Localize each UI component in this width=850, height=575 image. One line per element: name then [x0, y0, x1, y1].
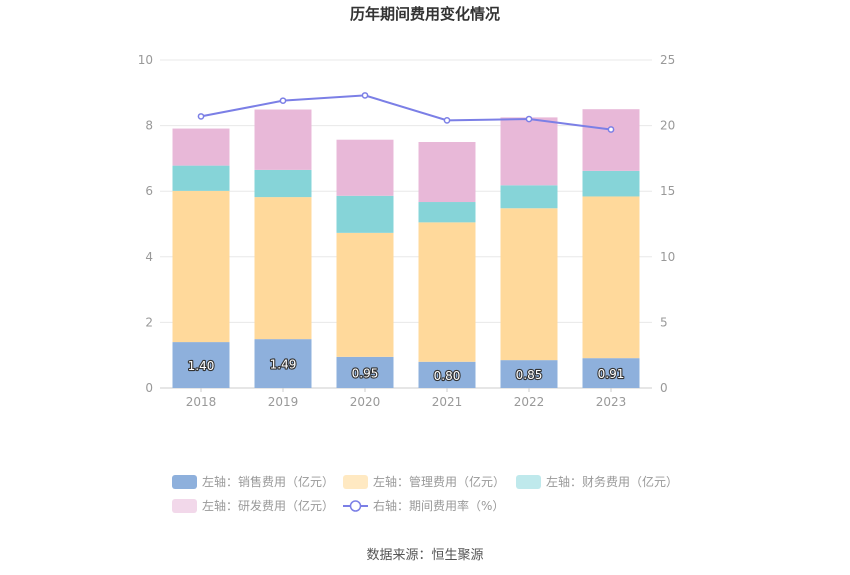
bar-segment-1 [336, 232, 394, 357]
rate-line-path [200, 94, 612, 131]
y-left-tick-label: 4 [145, 250, 153, 264]
y-left-tick-label: 0 [145, 381, 153, 395]
rate-point [443, 117, 451, 124]
bar-segment-2 [500, 185, 558, 209]
bar-data-label: 0.95 [352, 366, 379, 380]
bar-segment-3 [500, 117, 558, 186]
y-right-tick-label: 15 [660, 184, 675, 198]
bar-segment-1 [582, 196, 640, 359]
bar-segment-1 [418, 222, 476, 362]
grid-lines [160, 59, 652, 389]
legend-label: 右轴：期间费用率（%） [373, 498, 504, 513]
bar-segment-3 [582, 109, 640, 171]
bar-segment-0 [500, 360, 558, 388]
y-right-tick-label: 20 [660, 119, 675, 133]
axes: 0 2 4 6 8 10 0 5 10 15 20 25 2018 2019 2020 2021 2022 202… [138, 53, 676, 409]
source-note: 数据来源：恒生聚源 [366, 548, 483, 563]
x-tick-label: 2022 [514, 395, 545, 409]
bar-segment-1 [500, 208, 558, 361]
bar-data-label: 0.91 [598, 367, 625, 381]
bar-segment-2 [582, 170, 640, 197]
rate-point [361, 92, 369, 99]
bar-segment-2 [254, 169, 312, 198]
y-left-tick-label: 2 [145, 315, 153, 329]
bar-segment-1 [172, 190, 230, 343]
legend-swatch [172, 499, 197, 513]
legend: 左轴：销售费用（亿元） 左轴：管理费用（亿元） 左轴：财务费用（亿元） 左轴：研发费用… [172, 474, 678, 513]
rate-point [197, 113, 205, 120]
legend-swatch [343, 475, 368, 489]
y-right-tick-label: 25 [660, 53, 675, 67]
y-right-tick-label: 5 [660, 315, 668, 329]
legend-label: 左轴：研发费用（亿元） [202, 498, 334, 513]
bar-segment-0 [172, 342, 230, 388]
bar-segment-3 [418, 142, 476, 203]
x-tick-label: 2020 [350, 395, 381, 409]
bar-segment-0 [418, 361, 476, 388]
bar-data-label: 1.49 [270, 358, 297, 372]
bar-segment-1 [254, 197, 312, 340]
x-tick-label: 2019 [268, 395, 299, 409]
x-tick-label: 2018 [186, 395, 217, 409]
legend-label: 左轴：销售费用（亿元） [202, 474, 334, 489]
y-left-tick-label: 8 [145, 119, 153, 133]
x-tick-label: 2021 [432, 395, 463, 409]
bar-segment-3 [254, 109, 312, 170]
legend-label: 左轴：管理费用（亿元） [373, 474, 505, 489]
legend-label: 左轴：财务费用（亿元） [546, 474, 678, 489]
y-right-tick-label: 0 [660, 381, 668, 395]
bar-segment-2 [172, 165, 230, 191]
bar-segment-0 [336, 356, 394, 388]
bar-segment-3 [336, 139, 394, 196]
bar-labels: 1.40 1.49 0.95 0.80 0.85 0.91 [187, 356, 626, 384]
bar-segment-3 [172, 128, 230, 166]
chart-title: 历年期间费用变化情况 [350, 5, 500, 23]
bar-segment-0 [582, 358, 640, 388]
y-right-tick-label: 10 [660, 250, 675, 264]
rate-point [525, 115, 533, 123]
rate-point [607, 126, 615, 133]
bar-data-label: 0.80 [434, 369, 461, 383]
legend-swatch [172, 475, 197, 489]
legend-circle-marker [349, 500, 362, 512]
rate-point [279, 97, 287, 105]
y-left-tick-label: 6 [145, 184, 153, 198]
x-tick-label: 2023 [596, 395, 627, 409]
bar-data-label: 1.40 [188, 359, 215, 373]
bar-segment-2 [336, 195, 394, 233]
bar-segment-0 [254, 339, 312, 388]
y-left-tick-label: 10 [138, 53, 153, 67]
legend-swatch [516, 475, 541, 489]
bar-data-label: 0.85 [516, 368, 543, 382]
rate-line [197, 92, 615, 133]
bar-segment-2 [418, 202, 476, 223]
bars [172, 109, 640, 388]
